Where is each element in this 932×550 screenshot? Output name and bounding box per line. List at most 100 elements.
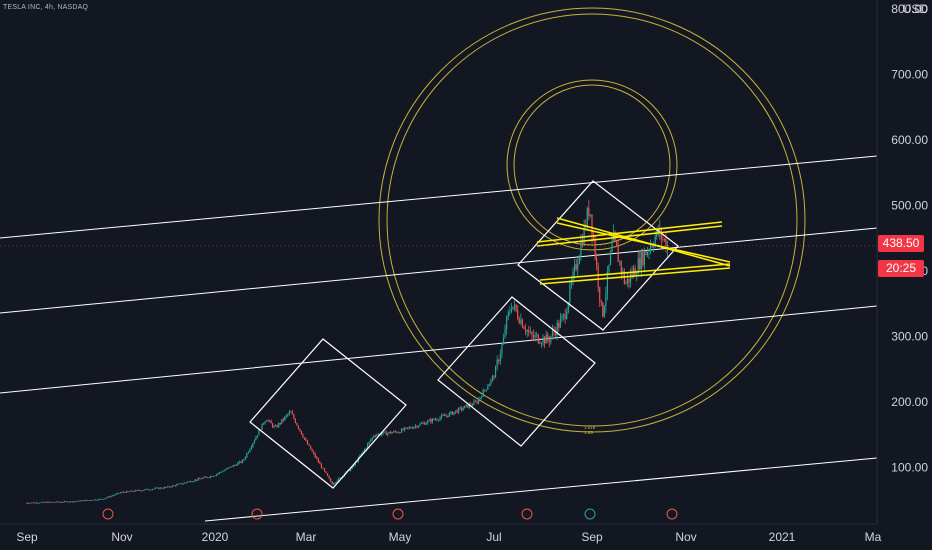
candle-body xyxy=(241,460,243,463)
candle-body xyxy=(548,339,550,342)
candle-body xyxy=(619,261,621,263)
time-tick-3: Mar xyxy=(296,530,317,544)
candle-body xyxy=(331,481,333,485)
candle-body xyxy=(600,300,602,303)
candle-body xyxy=(531,332,533,335)
candle-body xyxy=(91,500,94,502)
price-tick-5: 300.00 xyxy=(891,330,928,344)
candle-body xyxy=(182,483,184,485)
candle-body xyxy=(145,488,147,490)
candle-body xyxy=(637,258,639,274)
candle-body xyxy=(649,245,652,251)
candle-body xyxy=(416,425,418,428)
candle-body xyxy=(191,481,193,483)
candle-body xyxy=(413,426,415,429)
candle-body xyxy=(525,329,527,332)
candle-body xyxy=(37,502,39,504)
candle-body xyxy=(279,423,281,424)
candle-body xyxy=(411,428,413,429)
event-marker-3[interactable] xyxy=(392,508,404,520)
candle-body xyxy=(330,478,332,482)
candle-body xyxy=(273,426,275,428)
candle-body xyxy=(223,470,225,472)
candle-body xyxy=(214,475,216,477)
candle-body xyxy=(300,430,303,435)
candle-body xyxy=(229,466,231,468)
event-marker-2[interactable] xyxy=(251,508,263,520)
candle-body xyxy=(157,487,160,489)
candle-body xyxy=(642,252,644,265)
candle-body xyxy=(484,389,486,391)
channel-line-4 xyxy=(204,457,878,522)
price-tick-7: 100.00 xyxy=(891,461,928,475)
candle-body xyxy=(468,404,470,408)
candle-body xyxy=(564,314,566,319)
candle-body xyxy=(502,337,505,345)
candle-body xyxy=(543,336,546,344)
event-marker-6[interactable] xyxy=(666,508,678,520)
event-marker-5[interactable] xyxy=(584,508,596,520)
event-marker-1[interactable] xyxy=(102,508,114,520)
candle-body xyxy=(550,336,552,342)
candle-body xyxy=(561,316,563,319)
candle-body xyxy=(517,310,519,319)
candle-body xyxy=(237,462,239,466)
candle-body xyxy=(147,488,149,490)
candle-body xyxy=(569,284,571,303)
candle-body xyxy=(616,240,618,247)
candle-body xyxy=(226,468,228,470)
candle-body xyxy=(451,411,453,415)
candle-body xyxy=(578,257,580,264)
candle-body xyxy=(654,236,656,246)
candle-body xyxy=(190,481,192,482)
candle-body xyxy=(537,334,539,343)
candle-body xyxy=(653,245,655,247)
candle-body xyxy=(464,405,466,409)
candle-body xyxy=(314,453,316,458)
rotated-box-1 xyxy=(249,338,407,489)
candle-body xyxy=(507,312,509,317)
candle-body xyxy=(161,487,163,489)
candle-body xyxy=(562,314,565,317)
candle-body xyxy=(170,486,172,488)
candle-body xyxy=(310,445,312,450)
candle-body xyxy=(518,318,520,324)
candle-body xyxy=(410,427,412,429)
candle-body xyxy=(313,451,315,454)
countdown-label: 20:25 xyxy=(878,260,924,277)
candle-body xyxy=(485,389,487,391)
candle-body xyxy=(194,479,196,482)
candle-body xyxy=(437,419,440,421)
fib-circle-outer-1 xyxy=(378,7,806,433)
time-tick-8: 2021 xyxy=(769,530,796,544)
candle-body xyxy=(529,332,531,333)
candle-body xyxy=(133,491,135,493)
candle-body xyxy=(27,503,30,504)
candle-body xyxy=(98,498,100,500)
candle-body xyxy=(328,476,330,479)
candle-body xyxy=(127,491,129,492)
candle-body xyxy=(125,491,128,493)
candle-body xyxy=(73,501,75,503)
candle-body xyxy=(520,319,522,324)
candle-body xyxy=(580,241,582,258)
candle-body xyxy=(380,433,383,436)
candle-body xyxy=(602,302,604,317)
candle-body xyxy=(265,420,268,422)
candle-body xyxy=(261,423,263,430)
candle-body xyxy=(622,271,624,273)
candle-body xyxy=(51,501,53,503)
candle-body xyxy=(512,306,514,310)
event-marker-4[interactable] xyxy=(521,508,533,520)
candle-body xyxy=(640,252,642,270)
candle-body xyxy=(60,501,62,503)
candle-body xyxy=(504,330,506,338)
candle-body xyxy=(225,469,227,471)
candle-body xyxy=(551,330,554,337)
candle-body xyxy=(234,464,236,466)
candle-body xyxy=(62,502,64,503)
candle-body xyxy=(132,490,134,492)
candle-body xyxy=(532,334,535,338)
candle-body xyxy=(173,485,175,487)
